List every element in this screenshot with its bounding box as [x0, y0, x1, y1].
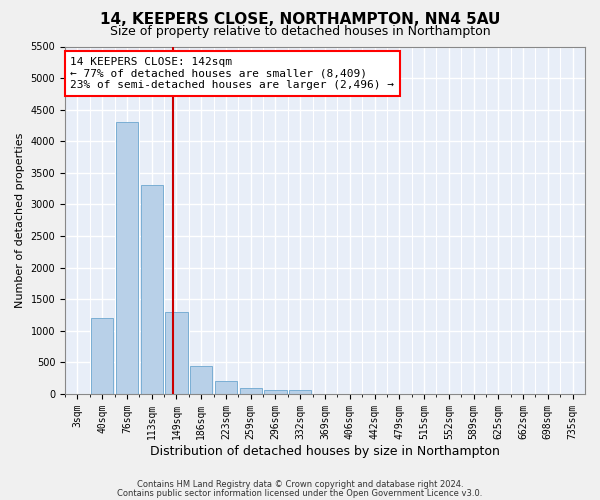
Bar	[116, 122, 138, 394]
Bar	[289, 390, 311, 394]
Y-axis label: Number of detached properties: Number of detached properties	[15, 132, 25, 308]
Bar	[215, 382, 237, 394]
Text: Contains public sector information licensed under the Open Government Licence v3: Contains public sector information licen…	[118, 488, 482, 498]
Text: Size of property relative to detached houses in Northampton: Size of property relative to detached ho…	[110, 25, 490, 38]
Text: Contains HM Land Registry data © Crown copyright and database right 2024.: Contains HM Land Registry data © Crown c…	[137, 480, 463, 489]
Bar	[166, 312, 188, 394]
Bar	[239, 388, 262, 394]
X-axis label: Distribution of detached houses by size in Northampton: Distribution of detached houses by size …	[150, 444, 500, 458]
Bar	[265, 390, 287, 394]
Bar	[91, 318, 113, 394]
Text: 14, KEEPERS CLOSE, NORTHAMPTON, NN4 5AU: 14, KEEPERS CLOSE, NORTHAMPTON, NN4 5AU	[100, 12, 500, 28]
Bar	[140, 186, 163, 394]
Bar	[190, 366, 212, 394]
Text: 14 KEEPERS CLOSE: 142sqm
← 77% of detached houses are smaller (8,409)
23% of sem: 14 KEEPERS CLOSE: 142sqm ← 77% of detach…	[70, 57, 394, 90]
